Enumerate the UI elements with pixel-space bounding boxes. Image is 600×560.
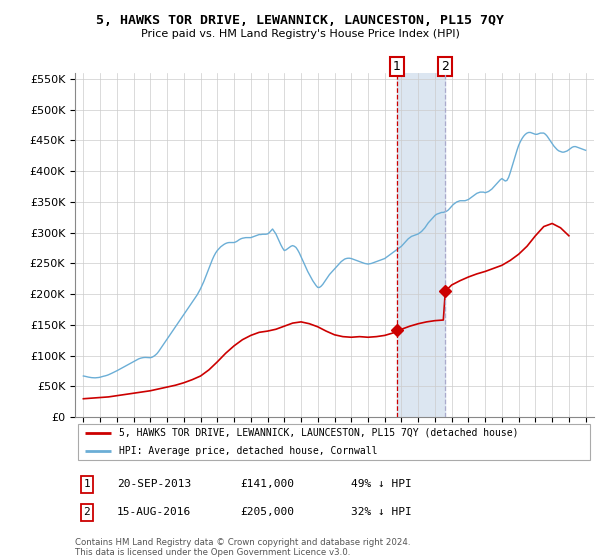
Text: £205,000: £205,000 (240, 507, 294, 517)
Text: 20-SEP-2013: 20-SEP-2013 (117, 479, 191, 489)
Text: 32% ↓ HPI: 32% ↓ HPI (351, 507, 412, 517)
Text: 1: 1 (83, 479, 91, 489)
Text: Price paid vs. HM Land Registry's House Price Index (HPI): Price paid vs. HM Land Registry's House … (140, 29, 460, 39)
Text: 49% ↓ HPI: 49% ↓ HPI (351, 479, 412, 489)
Text: 15-AUG-2016: 15-AUG-2016 (117, 507, 191, 517)
Text: HPI: Average price, detached house, Cornwall: HPI: Average price, detached house, Corn… (119, 446, 377, 456)
Text: £141,000: £141,000 (240, 479, 294, 489)
Text: Contains HM Land Registry data © Crown copyright and database right 2024.
This d: Contains HM Land Registry data © Crown c… (75, 538, 410, 557)
Bar (397, 73, 445, 417)
Text: 2: 2 (442, 60, 449, 73)
FancyBboxPatch shape (77, 424, 590, 460)
Text: 1: 1 (393, 60, 401, 73)
Text: 5, HAWKS TOR DRIVE, LEWANNICK, LAUNCESTON, PL15 7QY: 5, HAWKS TOR DRIVE, LEWANNICK, LAUNCESTO… (96, 14, 504, 27)
Text: 5, HAWKS TOR DRIVE, LEWANNICK, LAUNCESTON, PL15 7QY (detached house): 5, HAWKS TOR DRIVE, LEWANNICK, LAUNCESTO… (119, 428, 518, 437)
Text: 2: 2 (83, 507, 91, 517)
